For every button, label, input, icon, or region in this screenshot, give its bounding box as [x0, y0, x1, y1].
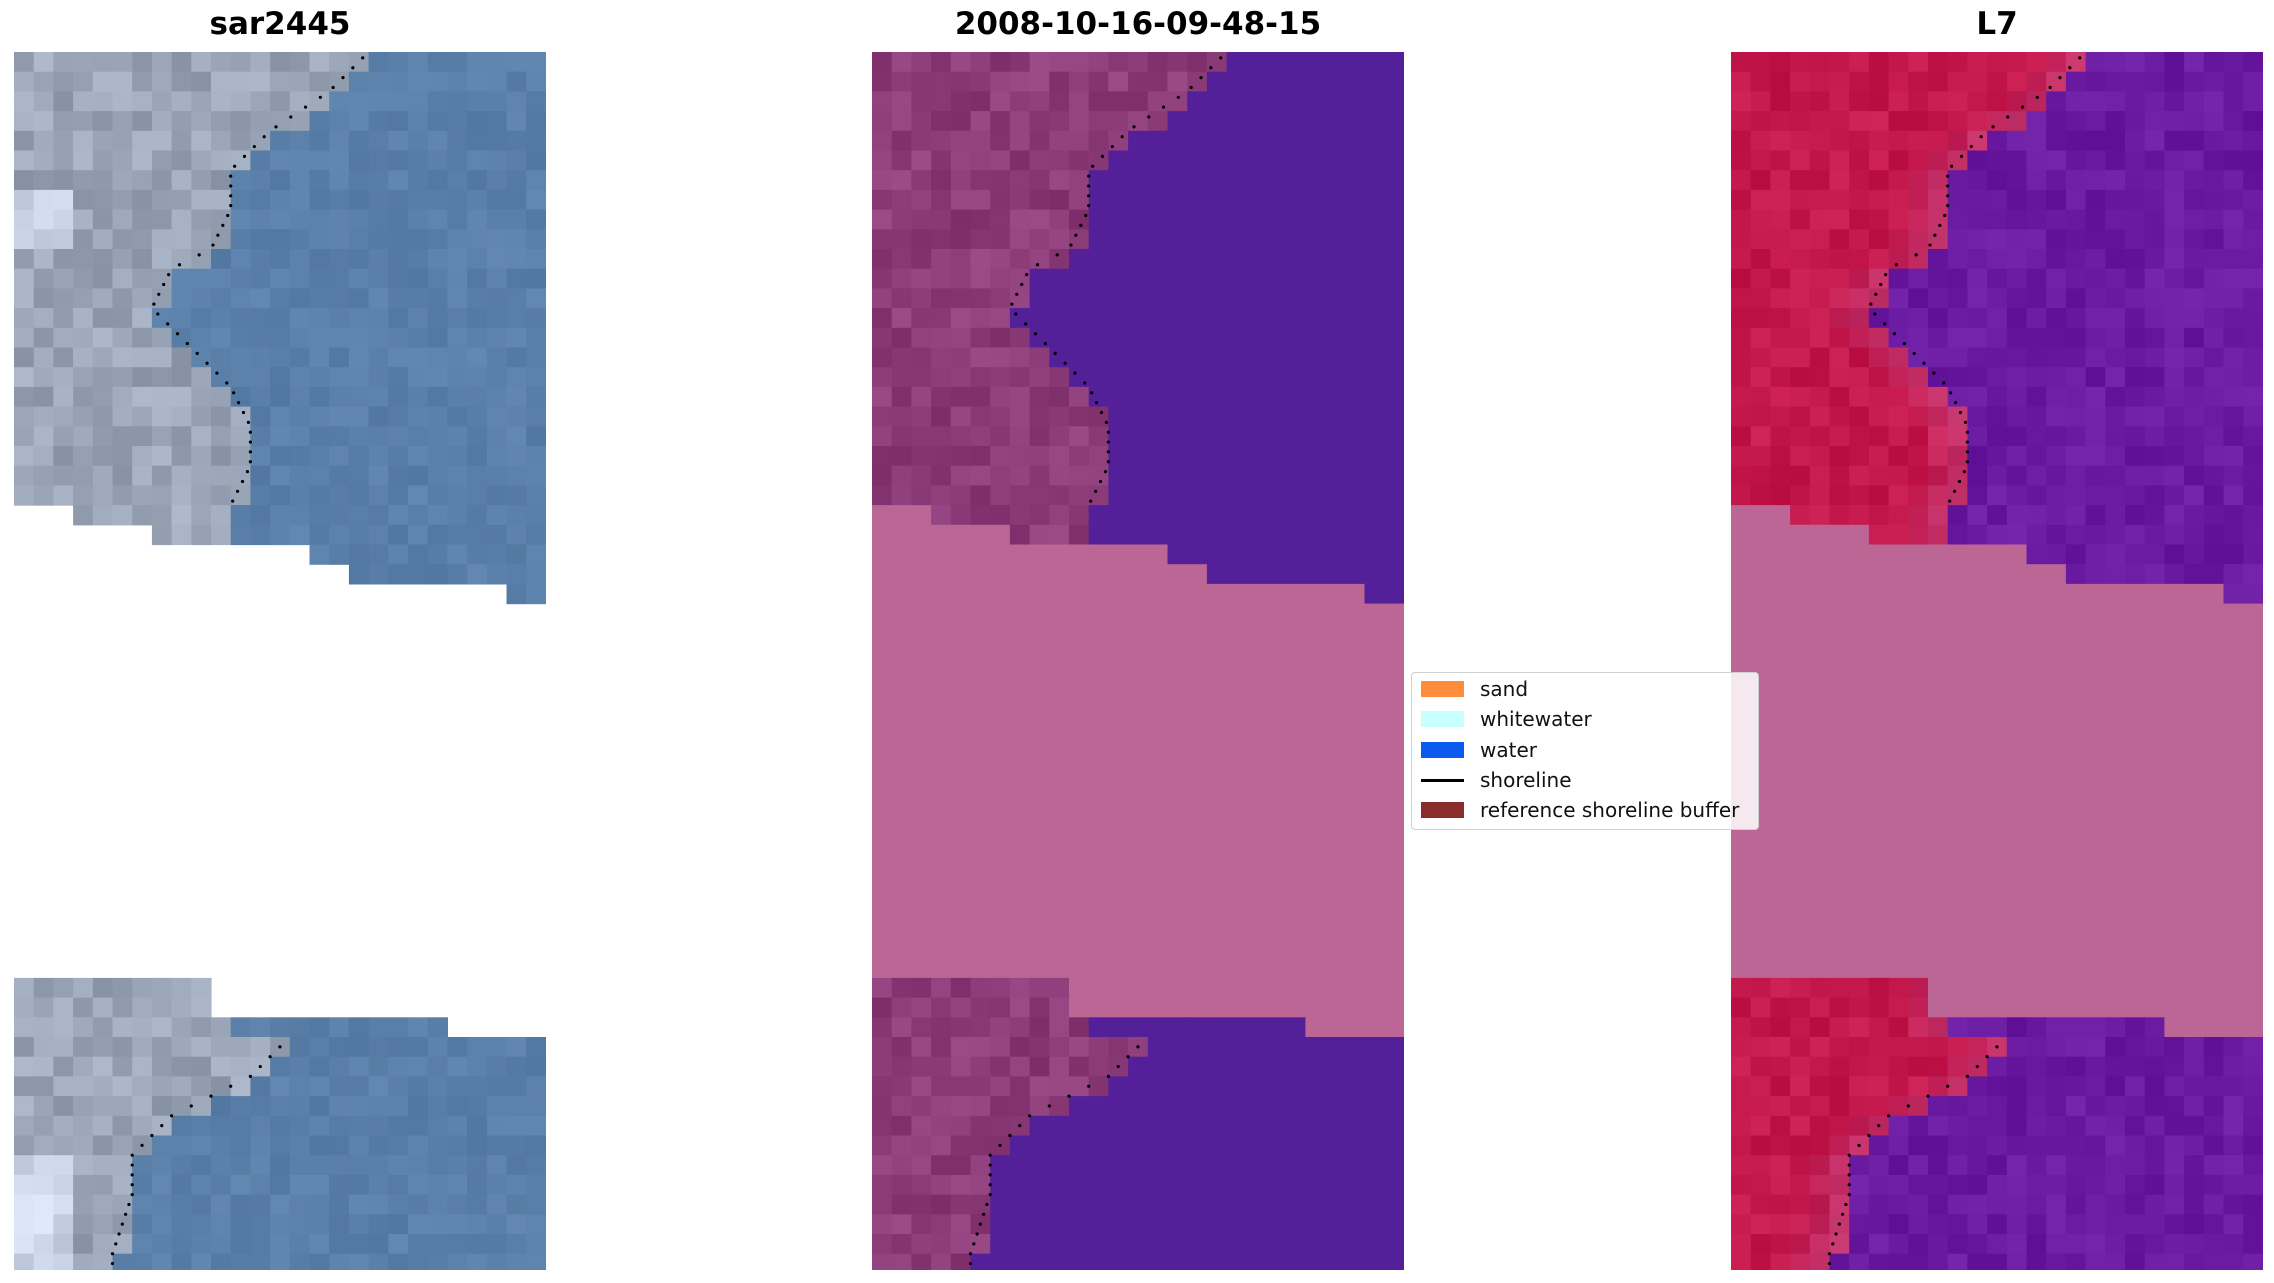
shoreline — [1827, 56, 2082, 1266]
index-image-panel — [1731, 52, 2263, 1270]
shoreline-line-swatch — [1421, 779, 1464, 782]
index-raster — [1731, 52, 2263, 1270]
legend-label-whitewater: whitewater — [1480, 707, 1592, 731]
reference-buffer-swatch — [1421, 802, 1464, 818]
shoreline — [110, 56, 365, 1266]
panel-title-rgb: sar2445 — [209, 6, 351, 42]
classified-image-panel — [872, 52, 1404, 1270]
legend: sand whitewater water shoreline referenc… — [1411, 672, 1759, 830]
legend-label-reference-buffer: reference shoreline buffer — [1480, 798, 1740, 822]
whitewater-swatch — [1421, 711, 1464, 727]
panel-title-classified: 2008-10-16-09-48-15 — [954, 6, 1322, 42]
shoreline — [968, 56, 1223, 1266]
water-swatch — [1421, 742, 1464, 758]
panel-title-index: L7 — [1976, 6, 2018, 42]
rgb-raster — [14, 52, 546, 1270]
legend-label-water: water — [1480, 738, 1537, 762]
legend-label-sand: sand — [1480, 677, 1529, 701]
rgb-image-panel — [14, 52, 546, 1270]
legend-label-shoreline: shoreline — [1480, 768, 1572, 792]
sand-swatch — [1421, 681, 1464, 697]
classified-raster — [872, 52, 1404, 1270]
